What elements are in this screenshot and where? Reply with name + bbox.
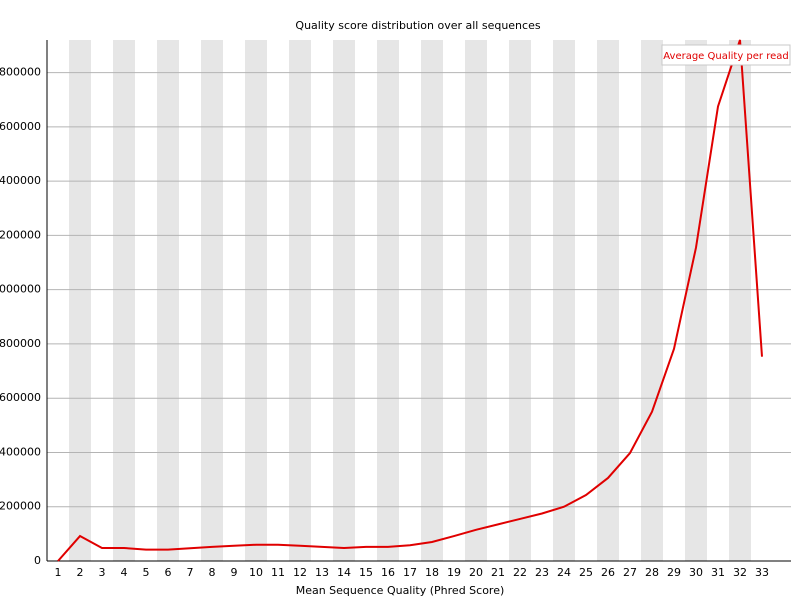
y-tick-label: 1000000 bbox=[0, 283, 41, 296]
stripe bbox=[641, 40, 663, 561]
x-tick-label: 15 bbox=[359, 566, 373, 579]
x-tick-label: 13 bbox=[315, 566, 329, 579]
legend-entry: Average Quality per read bbox=[663, 51, 788, 62]
x-tick-label: 21 bbox=[491, 566, 505, 579]
stripe bbox=[113, 40, 135, 561]
x-tick-label: 16 bbox=[381, 566, 395, 579]
x-tick-label: 9 bbox=[231, 566, 238, 579]
stripe bbox=[377, 40, 399, 561]
x-tick-label: 8 bbox=[209, 566, 216, 579]
x-tick-label: 5 bbox=[143, 566, 150, 579]
x-tick-label: 11 bbox=[271, 566, 285, 579]
x-axis-label: Mean Sequence Quality (Phred Score) bbox=[296, 584, 505, 597]
x-tick-label: 2 bbox=[77, 566, 84, 579]
x-tick-label: 28 bbox=[645, 566, 659, 579]
x-tick-label: 29 bbox=[667, 566, 681, 579]
stripe bbox=[289, 40, 311, 561]
x-tick-label: 12 bbox=[293, 566, 307, 579]
stripe bbox=[685, 40, 707, 561]
x-tick-label: 10 bbox=[249, 566, 263, 579]
x-tick-label: 27 bbox=[623, 566, 637, 579]
y-tick-label: 0 bbox=[34, 554, 41, 567]
legend-box bbox=[661, 44, 791, 66]
stripe bbox=[69, 40, 91, 561]
stripe bbox=[157, 40, 179, 561]
x-tick-label: 32 bbox=[733, 566, 747, 579]
x-tick-label: 7 bbox=[187, 566, 194, 579]
stripe bbox=[333, 40, 355, 561]
x-tick-label: 18 bbox=[425, 566, 439, 579]
x-tick-label: 17 bbox=[403, 566, 417, 579]
stripe bbox=[597, 40, 619, 561]
x-tick-label: 30 bbox=[689, 566, 703, 579]
x-tick-label: 33 bbox=[755, 566, 769, 579]
x-tick-label: 1 bbox=[55, 566, 62, 579]
x-tick-label: 14 bbox=[337, 566, 351, 579]
x-tick-label: 26 bbox=[601, 566, 615, 579]
stripe bbox=[465, 40, 487, 561]
stripe bbox=[509, 40, 531, 561]
x-tick-label: 25 bbox=[579, 566, 593, 579]
stripe bbox=[201, 40, 223, 561]
x-tick-label: 31 bbox=[711, 566, 725, 579]
y-tick-label: 800000 bbox=[0, 337, 41, 350]
x-tick-label: 19 bbox=[447, 566, 461, 579]
x-tick-label: 20 bbox=[469, 566, 483, 579]
line bbox=[57, 39, 763, 562]
x-tick-label: 23 bbox=[535, 566, 549, 579]
x-tick-label: 22 bbox=[513, 566, 527, 579]
y-tick-label: 200000 bbox=[0, 500, 41, 513]
x-tick-label: 4 bbox=[121, 566, 128, 579]
y-tick-label: 600000 bbox=[0, 391, 41, 404]
y-tick-label: 1800000 bbox=[0, 66, 41, 79]
y-tick-label: 400000 bbox=[0, 445, 41, 458]
stripe bbox=[729, 40, 751, 561]
stripe bbox=[553, 40, 575, 561]
y-tick-label: 1600000 bbox=[0, 120, 41, 133]
stripe bbox=[421, 40, 443, 561]
y-tick-label: 1200000 bbox=[0, 228, 41, 241]
y-tick-label: 1400000 bbox=[0, 174, 41, 187]
chart-title: Quality score distribution over all sequ… bbox=[295, 19, 540, 32]
stripe bbox=[245, 40, 267, 561]
x-tick-label: 6 bbox=[165, 566, 172, 579]
x-tick-label: 3 bbox=[99, 566, 106, 579]
x-tick-label: 24 bbox=[557, 566, 571, 579]
